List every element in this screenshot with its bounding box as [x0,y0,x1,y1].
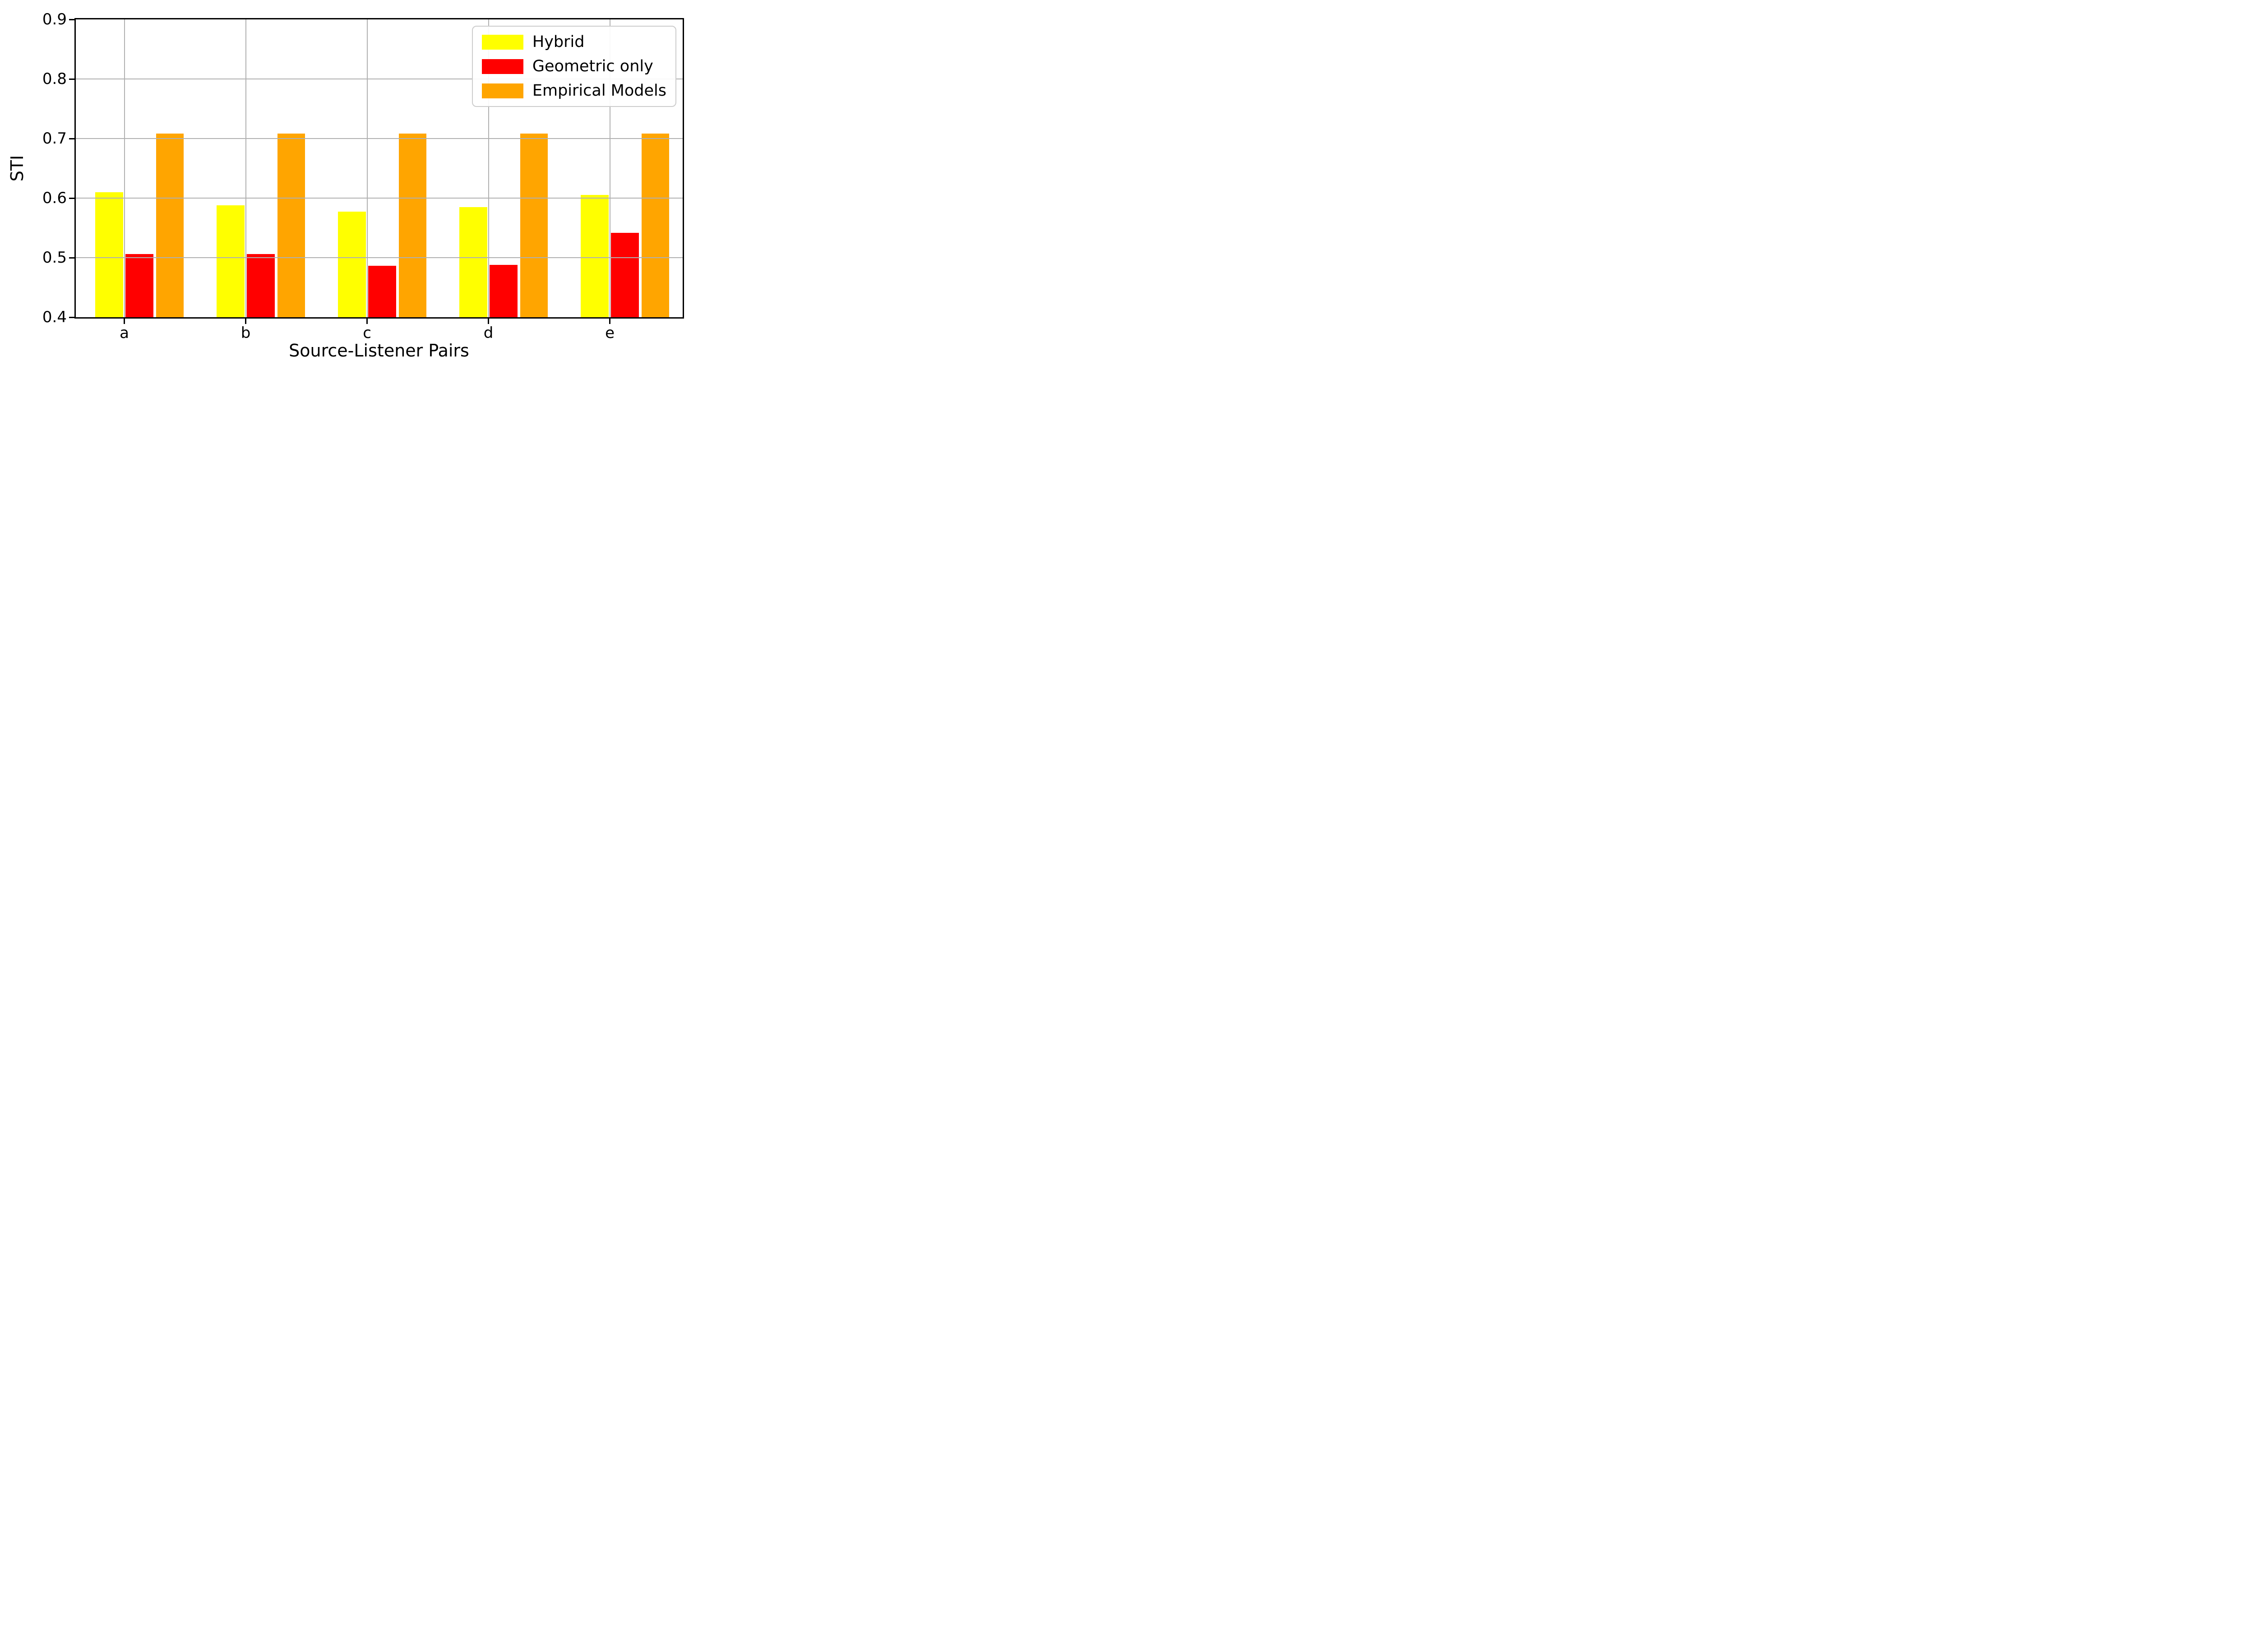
legend-swatch-hybrid [481,34,523,50]
y-tick-mark [69,316,74,318]
bar-hybrid-d [459,207,487,317]
bar-hybrid-c [338,212,366,317]
y-tick-mark [69,19,74,20]
x-tick-mark [609,319,611,324]
bar-geometric-only-a [125,254,154,317]
legend-row-empirical-models: Empirical Models [481,82,666,100]
legend-row-geometric-only: Geometric only [481,57,666,75]
bar-empirical-models-e [641,134,670,317]
bar-geometric-only-b [247,254,275,317]
bar-empirical-models-c [398,134,427,317]
x-axis-label: Source-Listener Pairs [289,341,469,361]
gridline-x-c [366,19,368,317]
legend-label: Geometric only [532,57,653,75]
bar-hybrid-a [95,192,123,317]
y-tick-mark [69,78,74,80]
legend: Hybrid Geometric only Empirical Models [472,26,676,107]
legend-label: Empirical Models [532,82,666,100]
x-tick-mark [366,319,368,324]
bar-empirical-models-b [277,134,305,317]
x-tick-label: b [240,324,251,342]
bar-hybrid-b [217,205,245,317]
x-tick-label: d [483,324,494,342]
x-tick-mark [124,319,125,324]
legend-row-hybrid: Hybrid [481,33,666,51]
chart-figure: Hybrid Geometric only Empirical Models STI… [0,0,693,373]
bar-empirical-models-d [520,134,548,317]
gridline-x-a [124,19,125,317]
x-tick-label: a [120,324,129,342]
x-tick-label: e [605,324,615,342]
legend-label: Hybrid [532,33,585,51]
gridline-x-b [245,19,246,317]
legend-swatch-geometric-only [481,59,523,74]
y-tick-label: 0.8 [42,70,67,88]
gridline-y-0.6 [76,198,683,199]
y-tick-mark [69,138,74,139]
y-tick-label: 0.5 [42,249,67,267]
y-tick-label: 0.4 [42,308,67,326]
x-tick-label: c [363,324,371,342]
y-tick-mark [69,257,74,259]
gridline-y-0.7 [76,138,683,139]
x-tick-mark [488,319,490,324]
bar-geometric-only-d [490,264,518,317]
bar-empirical-models-a [156,134,184,317]
y-tick-label: 0.6 [42,189,67,207]
gridline-y-0.5 [76,257,683,258]
legend-swatch-empirical-models [481,83,523,98]
y-axis-label: STI [7,155,27,182]
y-tick-mark [69,197,74,199]
plot-area: Hybrid Geometric only Empirical Models [74,18,684,319]
y-tick-label: 0.9 [42,10,67,28]
gridline-x-d [488,19,489,317]
bar-geometric-only-e [611,232,639,317]
x-tick-mark [245,319,247,324]
y-tick-label: 0.7 [42,130,67,148]
bar-geometric-only-c [368,266,397,317]
bar-hybrid-e [581,195,609,317]
